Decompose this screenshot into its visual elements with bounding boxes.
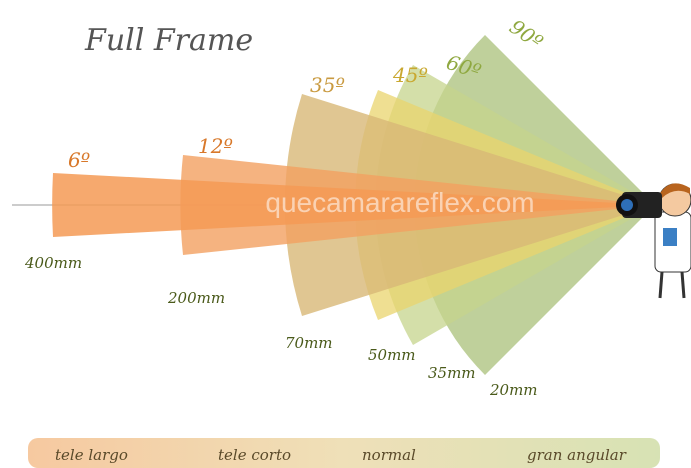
focal-label: 20mm xyxy=(489,381,538,399)
scale-label: normal xyxy=(362,446,416,464)
watermark: quecamarareflex.com xyxy=(265,187,534,218)
title: Full Frame xyxy=(84,23,253,58)
diagram: quecamarareflex.com Full Frame 6º 12º 35… xyxy=(0,0,691,468)
scale-label: gran angular xyxy=(527,446,627,464)
focal-label: 50mm xyxy=(368,346,416,364)
photographer xyxy=(616,183,691,298)
focal-label: 200mm xyxy=(167,289,225,307)
focal-label: 70mm xyxy=(285,334,333,352)
angle-label: 35º xyxy=(310,73,345,97)
angle-label: 6º xyxy=(68,148,90,172)
scale-label: tele largo xyxy=(55,446,128,464)
focal-label: 35mm xyxy=(428,364,476,382)
focal-label: 400mm xyxy=(24,254,82,272)
angle-label: 45º xyxy=(392,63,428,87)
angle-label: 12º xyxy=(198,134,233,158)
angle-label: 90º xyxy=(505,14,547,54)
scale-label: tele corto xyxy=(218,446,291,464)
